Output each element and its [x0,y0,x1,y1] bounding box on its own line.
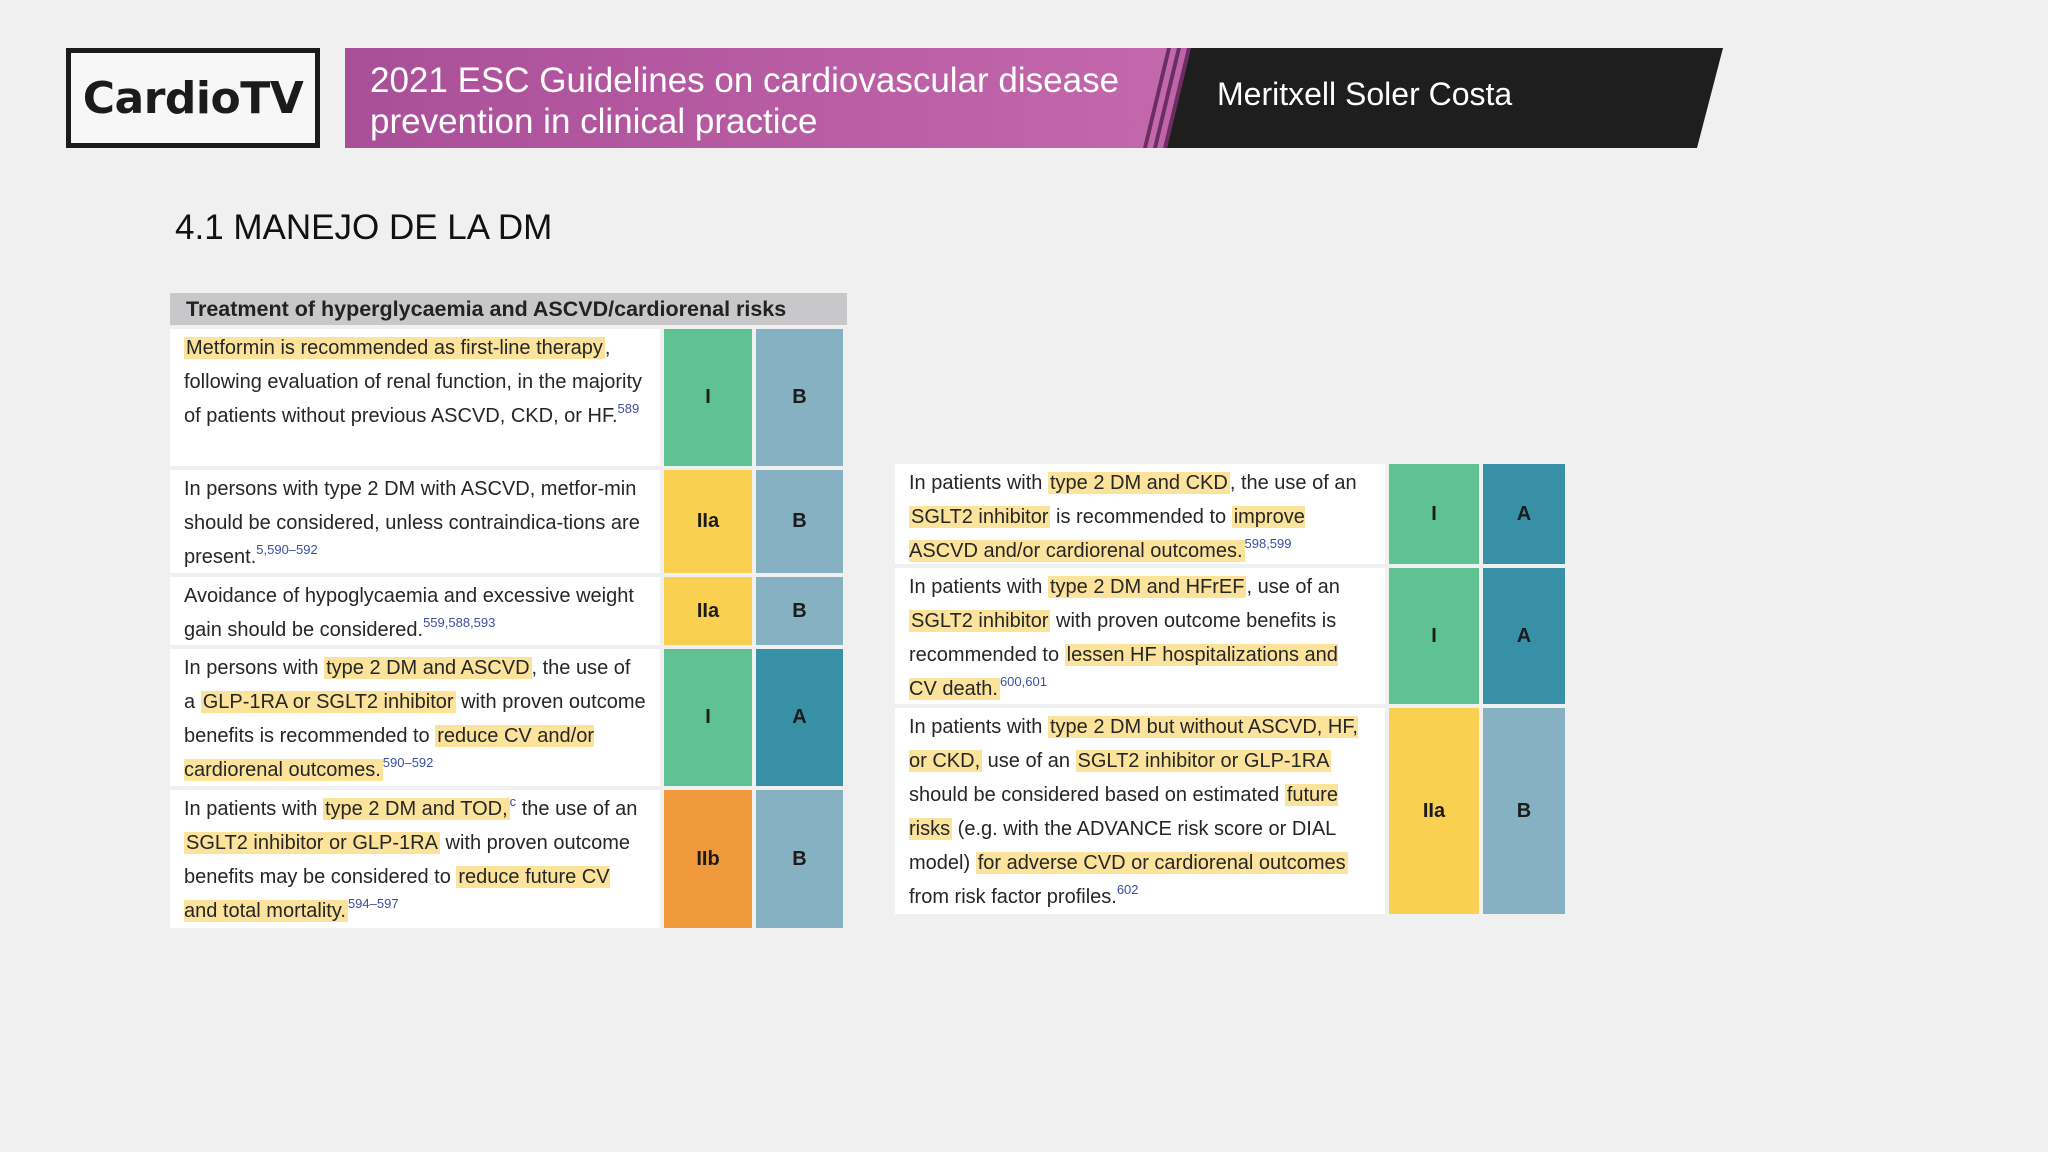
text-segment: In patients with [909,576,1048,598]
level-of-evidence: B [756,790,843,928]
level-of-evidence: B [1483,708,1565,914]
recommendations-table-left: Treatment of hyperglycaemia and ASCVD/ca… [170,293,847,932]
author-name: Meritxell Soler Costa [1217,76,1513,112]
level-of-evidence: B [756,470,843,573]
level-of-evidence: A [756,649,843,786]
class-of-recommendation: I [664,649,752,786]
reference-superscript: 602 [1116,882,1139,897]
reference-superscript: 598,599 [1244,536,1292,551]
text-segment: (e.g. with the ADVANCE risk score or DIA… [909,818,1336,874]
text-segment: In patients with [184,798,323,820]
recommendation-text: Avoidance of hypoglycaemia and excessive… [170,577,660,645]
level-of-evidence: A [1483,568,1565,704]
reference-superscript: 559,588,593 [423,615,496,630]
table-row: In patients with type 2 DM and HFrEF, us… [895,568,1569,704]
text-segment: with proven outcome benefits is recommen… [184,691,646,747]
text-segment: with proven outcome benefits is recommen… [909,610,1337,666]
text-segment: should be considered based on estimated [909,784,1285,806]
recommendation-text: In persons with type 2 DM and ASCVD, the… [170,649,660,786]
table-row: In persons with type 2 DM with ASCVD, me… [170,470,847,573]
table-row: In persons with type 2 DM and ASCVD, the… [170,649,847,786]
banner-background [345,48,1723,148]
text-segment: with proven outcome benefits may be cons… [184,832,631,888]
recommendation-text: In patients with type 2 DM but without A… [895,708,1385,914]
reference-superscript: 5,590–592 [256,542,318,557]
highlighted-text: type 2 DM and TOD, [322,798,510,820]
highlighted-text: for adverse CVD or cardiorenal outcomes [975,852,1348,874]
text-segment: In patients with [909,716,1048,738]
text-segment: , the use of a [184,657,631,713]
text-segment: , use of an [1246,576,1340,598]
superscript-note: c [509,794,517,809]
reference-superscript: 594–597 [347,896,399,911]
level-of-evidence: B [756,329,843,466]
cardiotv-logo: CardioTV [66,48,320,148]
text-segment: , following evaluation of renal function… [184,337,643,427]
text-segment: is recommended to [1050,506,1232,528]
class-of-recommendation: IIb [664,790,752,928]
recommendation-text: Metformin is recommended as first-line t… [170,329,660,466]
header-banner: 2021 ESC Guidelines on cardiovascular di… [345,48,1723,148]
highlighted-text: SGLT2 inhibitor or GLP-1RA [1075,750,1332,772]
logo-text: CardioTV [82,72,304,124]
reference-superscript: 589 [617,401,640,416]
table-row: Avoidance of hypoglycaemia and excessive… [170,577,847,645]
highlighted-text: type 2 DM and HFrEF [1047,576,1247,598]
highlighted-text: SGLT2 inhibitor or GLP-1RA [184,832,440,854]
highlighted-text: Metformin is recommended as first-line t… [184,337,605,359]
highlighted-text: SGLT2 inhibitor [909,610,1051,632]
text-segment: use of an [982,750,1076,772]
text-segment: In persons with type 2 DM with ASCVD, me… [184,478,640,568]
level-of-evidence: A [1483,464,1565,564]
table-row: In patients with type 2 DM and CKD, the … [895,464,1569,564]
class-of-recommendation: IIa [664,470,752,573]
recommendation-text: In persons with type 2 DM with ASCVD, me… [170,470,660,573]
reference-superscript: 590–592 [382,755,434,770]
table-rows: Metformin is recommended as first-line t… [170,329,847,928]
class-of-recommendation: I [1389,568,1479,704]
title-line-2: prevention in clinical practice [370,102,818,141]
highlighted-text: SGLT2 inhibitor [909,506,1051,528]
recommendation-text: In patients with type 2 DM and CKD, the … [895,464,1385,564]
class-of-recommendation: I [664,329,752,466]
table-row: Metformin is recommended as first-line t… [170,329,847,466]
section-title: 4.1 MANEJO DE LA DM [175,208,553,247]
table-rows: In patients with type 2 DM and CKD, the … [895,464,1569,914]
reference-superscript: 600,601 [999,674,1047,689]
text-segment: , the use of an [1229,472,1357,494]
table-row: In patients with type 2 DM and TOD, c the… [170,790,847,928]
highlighted-text: type 2 DM and ASCVD [324,657,532,679]
recommendations-table-right: In patients with type 2 DM and CKD, the … [895,464,1569,918]
title-line-1: 2021 ESC Guidelines on cardiovascular di… [370,61,1120,100]
text-segment: In patients with [909,472,1048,494]
text-segment: Avoidance of hypoglycaemia and excessive… [184,585,634,641]
table-heading: Treatment of hyperglycaemia and ASCVD/ca… [170,293,847,325]
class-of-recommendation: IIa [1389,708,1479,914]
highlighted-text: GLP-1RA or SGLT2 inhibitor [200,691,456,713]
presentation-title: 2021 ESC Guidelines on cardiovascular di… [370,60,1170,142]
class-of-recommendation: I [1389,464,1479,564]
text-segment: from risk factor profiles. [909,886,1117,908]
class-of-recommendation: IIa [664,577,752,645]
text-segment: the use of an [516,798,638,820]
table-row: In patients with type 2 DM but without A… [895,708,1569,914]
recommendation-text: In patients with type 2 DM and TOD, c the… [170,790,660,928]
level-of-evidence: B [756,577,843,645]
recommendation-text: In patients with type 2 DM and HFrEF, us… [895,568,1385,704]
highlighted-text: type 2 DM and CKD [1047,472,1230,494]
text-segment: In persons with [184,657,325,679]
